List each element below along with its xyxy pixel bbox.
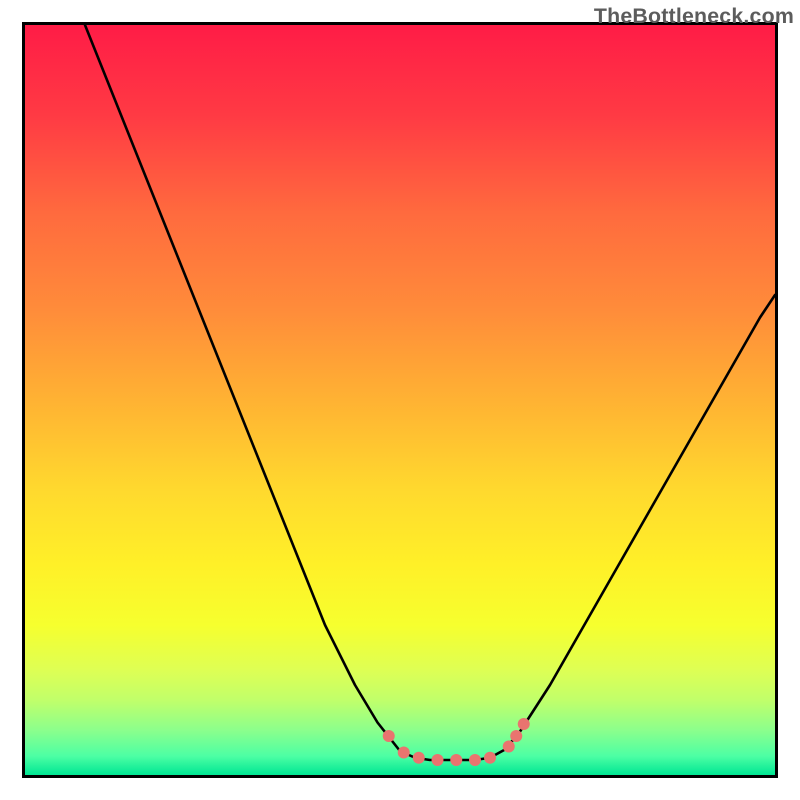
marker-point xyxy=(518,718,530,730)
marker-point xyxy=(413,752,425,764)
marker-point xyxy=(398,747,410,759)
marker-point xyxy=(383,730,395,742)
bottleneck-curve-plot xyxy=(0,0,800,800)
marker-point xyxy=(484,752,496,764)
marker-point xyxy=(469,754,481,766)
marker-point xyxy=(510,730,522,742)
plot-background-gradient xyxy=(25,25,775,775)
chart-wrapper: TheBottleneck.com xyxy=(0,0,800,800)
watermark-text: TheBottleneck.com xyxy=(594,4,794,29)
marker-point xyxy=(450,754,462,766)
marker-point xyxy=(432,754,444,766)
marker-point xyxy=(503,741,515,753)
